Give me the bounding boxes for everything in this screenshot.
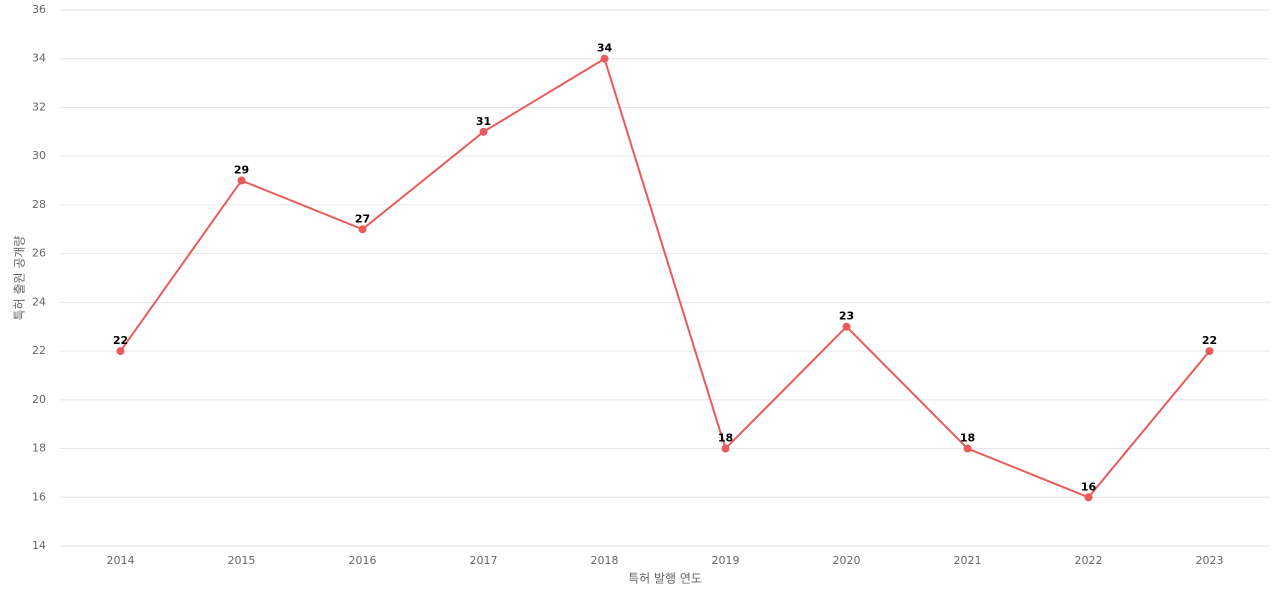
- data-label: 27: [355, 212, 370, 225]
- y-tick-label: 36: [32, 3, 46, 16]
- x-tick-label: 2021: [954, 554, 982, 567]
- y-tick-label: 20: [32, 393, 46, 406]
- x-tick-label: 2017: [470, 554, 498, 567]
- point: [842, 322, 851, 331]
- line: [119, 57, 1211, 499]
- point: [1084, 493, 1093, 502]
- y-tick-label: 24: [32, 295, 46, 308]
- data-label: 16: [1081, 480, 1097, 493]
- x-axis-title: 특허 발행 연도: [628, 571, 702, 586]
- point: [237, 176, 246, 185]
- y-axis-title: 특허 출원 공개량: [13, 236, 27, 321]
- point: [600, 54, 609, 63]
- data-label: 22: [1202, 334, 1217, 347]
- y-tick-label: 26: [32, 247, 46, 260]
- y-tick-label: 30: [32, 149, 46, 162]
- point: [963, 444, 972, 453]
- data-label: 31: [476, 115, 491, 128]
- x-tick-label: 2019: [712, 554, 740, 567]
- data-label: 18: [960, 432, 975, 445]
- x-tick-label: 2015: [228, 554, 256, 567]
- data-label: 29: [234, 164, 249, 177]
- point: [1205, 347, 1214, 356]
- y-tick-label: 16: [32, 490, 46, 503]
- x-tick-label: 2020: [833, 554, 861, 567]
- data-label: 23: [839, 310, 854, 323]
- y-tick-label: 18: [32, 442, 46, 455]
- x-tick-label: 2023: [1196, 554, 1224, 567]
- point: [721, 444, 730, 453]
- y-tick-label: 32: [32, 100, 46, 113]
- y-tick-label: 22: [32, 344, 46, 357]
- x-tick-label: 2014: [107, 554, 135, 567]
- point: [479, 127, 488, 136]
- data-label: 22: [113, 334, 128, 347]
- x-tick-label: 2022: [1075, 554, 1103, 567]
- data-label: 18: [718, 432, 733, 445]
- y-tick-label: 28: [32, 198, 46, 211]
- point: [358, 225, 367, 234]
- data-label: 34: [597, 42, 613, 55]
- y-tick-label: 34: [32, 52, 46, 65]
- x-tick-label: 2018: [591, 554, 619, 567]
- point: [116, 347, 125, 356]
- x-tick-label: 2016: [349, 554, 377, 567]
- y-tick-label: 14: [32, 539, 46, 552]
